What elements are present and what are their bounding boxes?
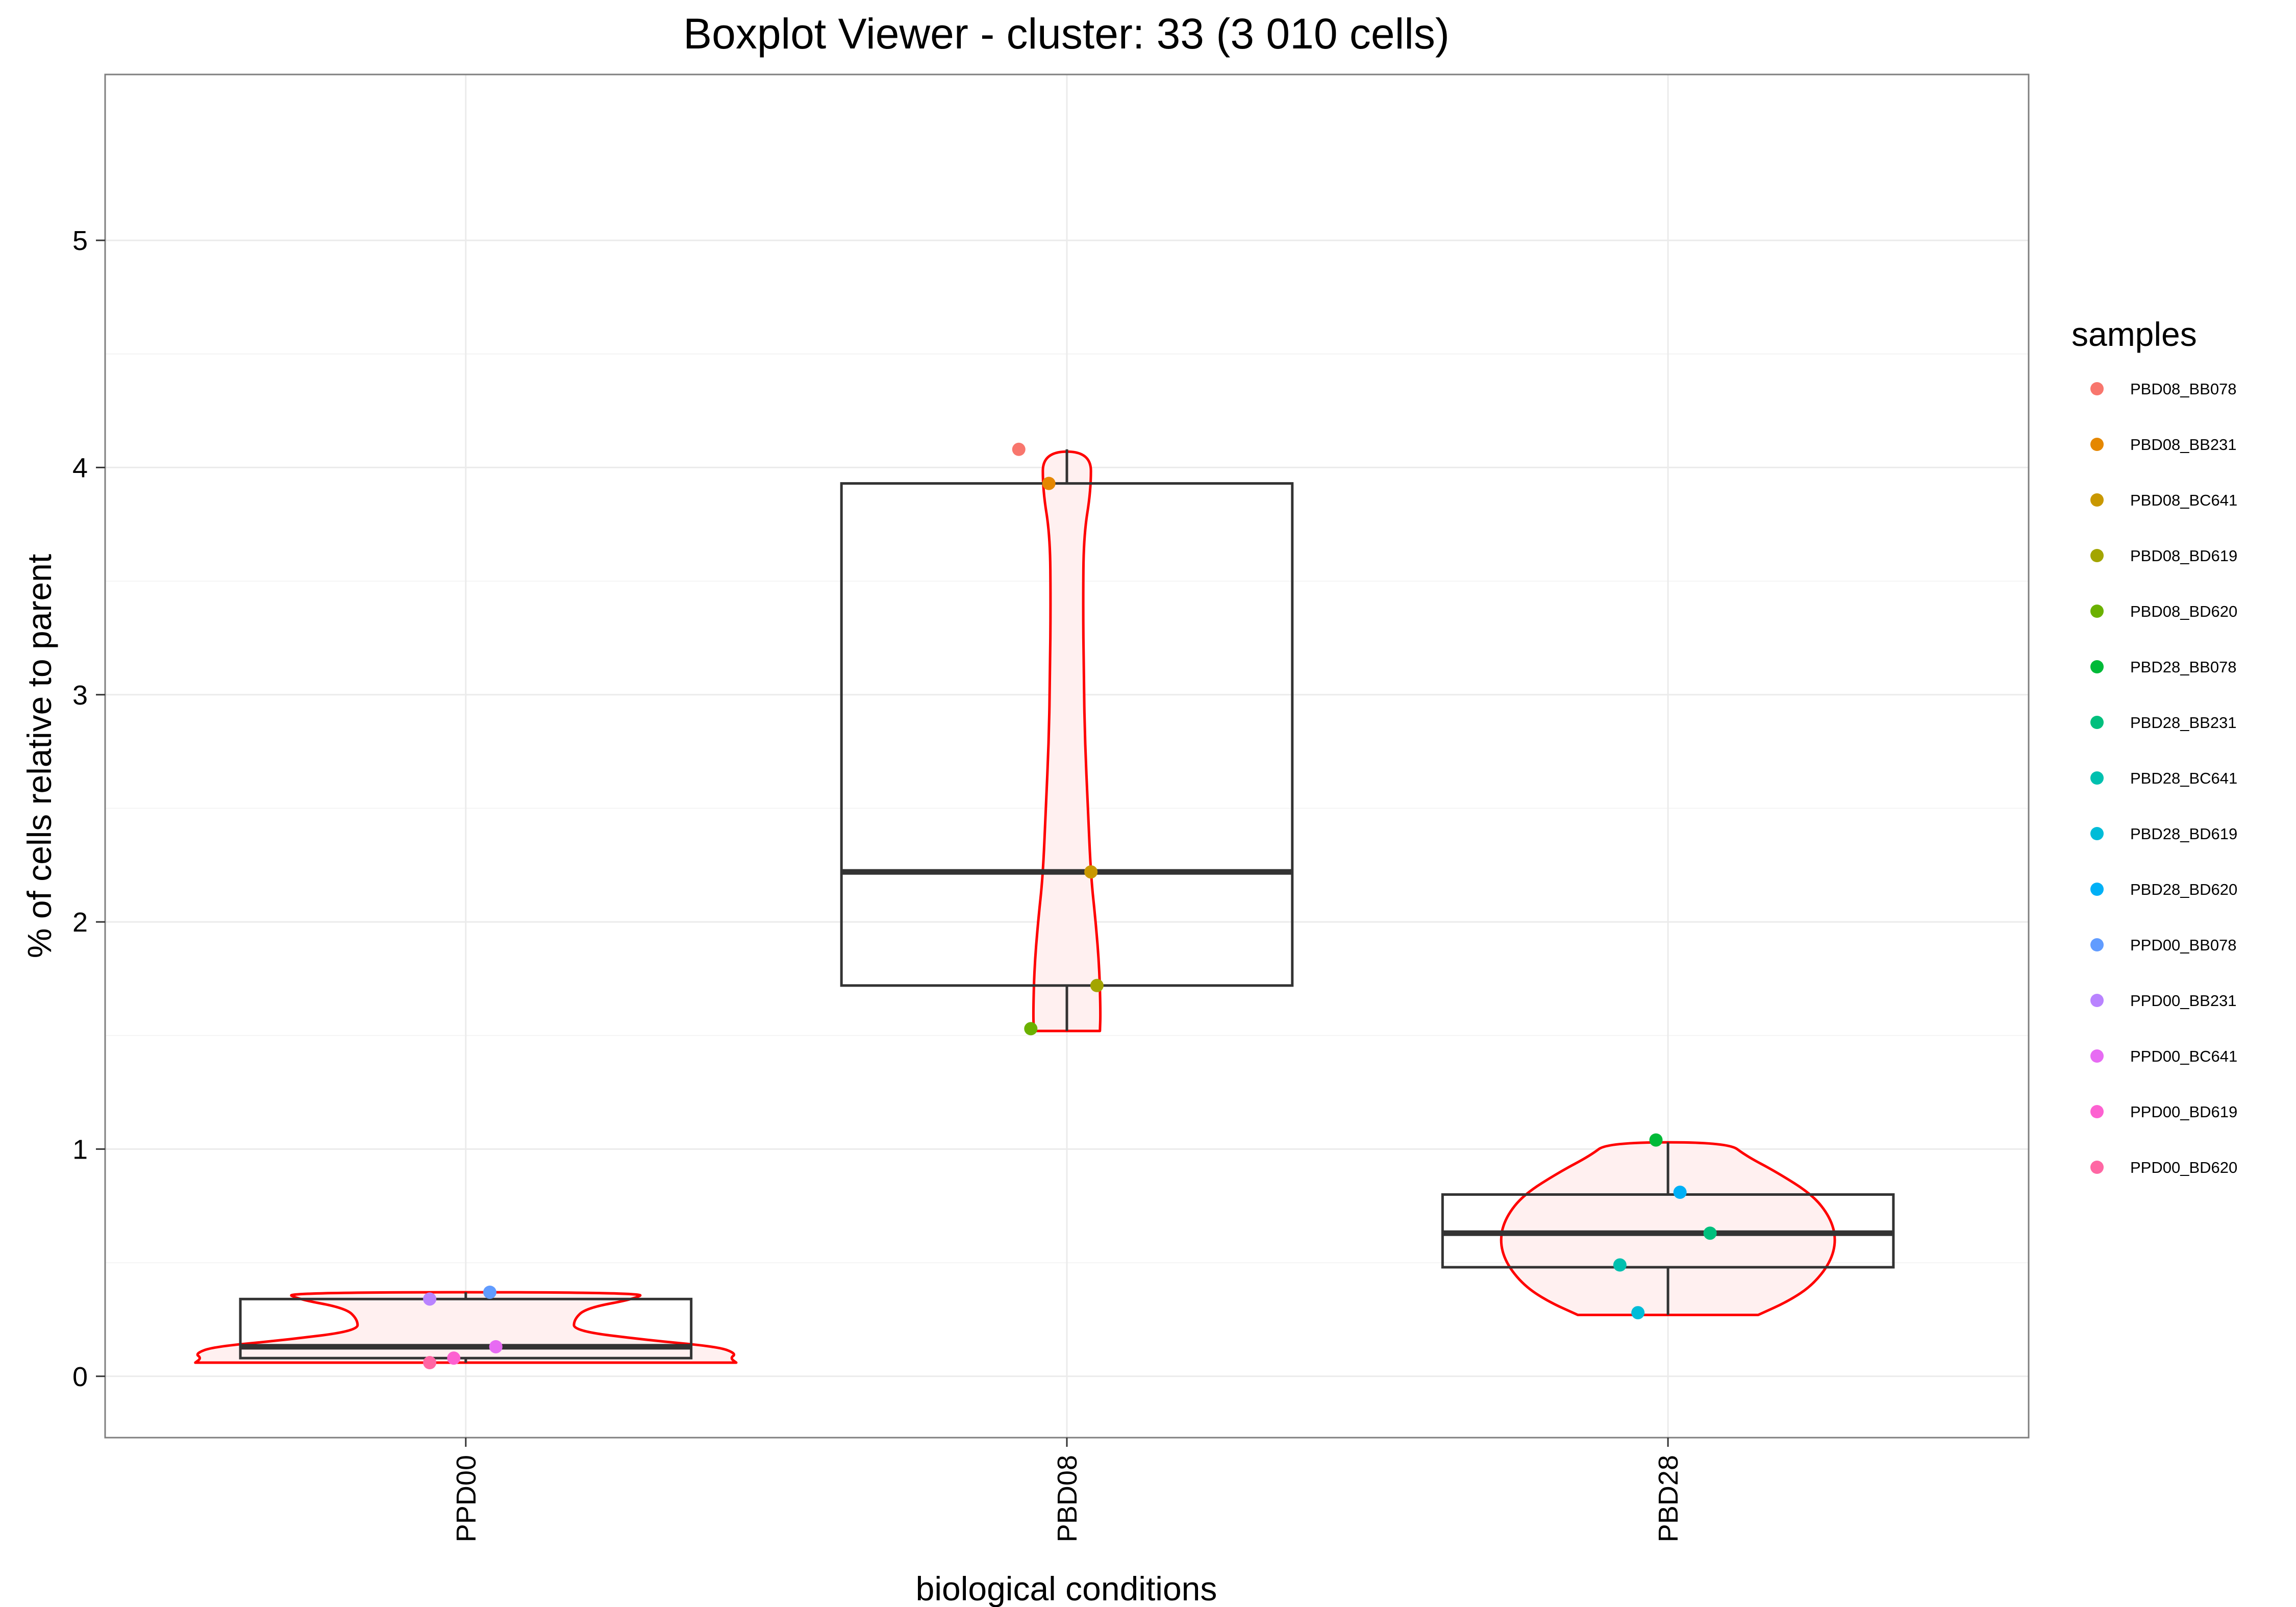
- y-tick-label: 3: [72, 680, 88, 711]
- y-tick-label: 0: [72, 1362, 88, 1392]
- legend-label: PPD00_BB078: [2130, 936, 2237, 954]
- data-point-PBD08_BD619: [1090, 978, 1104, 992]
- x-tick-label: PPD00: [451, 1455, 482, 1542]
- legend-key: [2090, 1049, 2104, 1063]
- legend-label: PBD28_BD619: [2130, 825, 2237, 843]
- data-point-PPD00_BD619: [447, 1351, 461, 1365]
- legend-label: PBD28_BC641: [2130, 769, 2237, 787]
- box-layer: [239, 449, 1895, 1363]
- legend-key: [2090, 549, 2104, 562]
- data-point-PBD28_BC641: [1613, 1258, 1627, 1272]
- x-tick-label: PBD28: [1653, 1455, 1684, 1542]
- data-point-PBD28_BB231: [1703, 1226, 1717, 1240]
- x-axis-title: biological conditions: [916, 1570, 1217, 1607]
- legend-title: samples: [2072, 315, 2197, 353]
- violin-PPD00: [194, 1291, 738, 1364]
- point-layer: [423, 442, 1717, 1370]
- legend-label: PBD28_BD620: [2130, 881, 2237, 898]
- y-axis: 0 1 2 3 4 5: [72, 225, 105, 1392]
- legend-key: [2090, 605, 2104, 618]
- legend: samples PBD08_BB078 PBD08_BB231 PBD08_BC64…: [2072, 315, 2237, 1176]
- y-tick-label: 1: [72, 1134, 88, 1165]
- legend-label: PPD00_BB231: [2130, 992, 2237, 1010]
- violin-layer: [194, 450, 1836, 1364]
- y-tick-label: 2: [72, 907, 88, 938]
- legend-key: [2090, 994, 2104, 1007]
- y-tick-label: 4: [72, 453, 88, 483]
- legend-key: [2090, 1105, 2104, 1118]
- legend-key: [2090, 493, 2104, 507]
- data-point-PBD08_BC641: [1084, 865, 1098, 879]
- legend-key: [2090, 771, 2104, 785]
- data-point-PPD00_BB231: [423, 1292, 437, 1306]
- legend-label: PPD00_BD619: [2130, 1103, 2237, 1121]
- legend-label: PPD00_BD620: [2130, 1159, 2237, 1176]
- y-axis-title: % of cells relative to parent: [20, 554, 58, 958]
- violin-PBD28: [1500, 1141, 1836, 1317]
- legend-label: PBD08_BB078: [2130, 380, 2237, 398]
- legend-key: [2090, 382, 2104, 395]
- legend-label: PBD08_BC641: [2130, 491, 2237, 509]
- legend-label: PBD08_BD619: [2130, 547, 2237, 565]
- legend-label: PBD08_BB231: [2130, 436, 2237, 454]
- data-point-PBD28_BB078: [1649, 1133, 1663, 1147]
- legend-label: PPD00_BC641: [2130, 1047, 2237, 1065]
- legend-key: [2090, 883, 2104, 896]
- data-point-PBD08_BD620: [1024, 1022, 1038, 1036]
- legend-key: [2090, 438, 2104, 451]
- legend-items: PBD08_BB078 PBD08_BB231 PBD08_BC641 PBD08_B…: [2090, 380, 2237, 1176]
- x-axis: PPD00 PBD08 PBD28: [451, 1438, 1684, 1542]
- legend-key: [2090, 827, 2104, 840]
- data-point-PBD28_BD619: [1631, 1306, 1645, 1320]
- data-point-PPD00_BC641: [489, 1340, 503, 1353]
- y-tick-label: 5: [72, 225, 88, 256]
- legend-label: PBD08_BD620: [2130, 602, 2237, 620]
- legend-key: [2090, 938, 2104, 951]
- legend-key: [2090, 1161, 2104, 1174]
- legend-label: PBD28_BB231: [2130, 714, 2237, 732]
- legend-label: PBD28_BB078: [2130, 658, 2237, 676]
- legend-key: [2090, 660, 2104, 673]
- data-point-PBD28_BD620: [1673, 1186, 1687, 1199]
- violin-PBD08: [1032, 450, 1102, 1033]
- data-point-PPD00_BB078: [483, 1285, 496, 1299]
- chart-title: Boxplot Viewer - cluster: 33 (3 010 cell…: [683, 10, 1450, 58]
- data-point-PPD00_BD620: [423, 1356, 437, 1370]
- box-PPD00: [239, 1297, 693, 1360]
- data-point-PBD08_BB231: [1042, 476, 1056, 490]
- legend-key: [2090, 716, 2104, 729]
- box-PBD08: [840, 482, 1294, 987]
- x-tick-label: PBD08: [1052, 1455, 1083, 1542]
- data-point-PBD08_BB078: [1012, 442, 1026, 456]
